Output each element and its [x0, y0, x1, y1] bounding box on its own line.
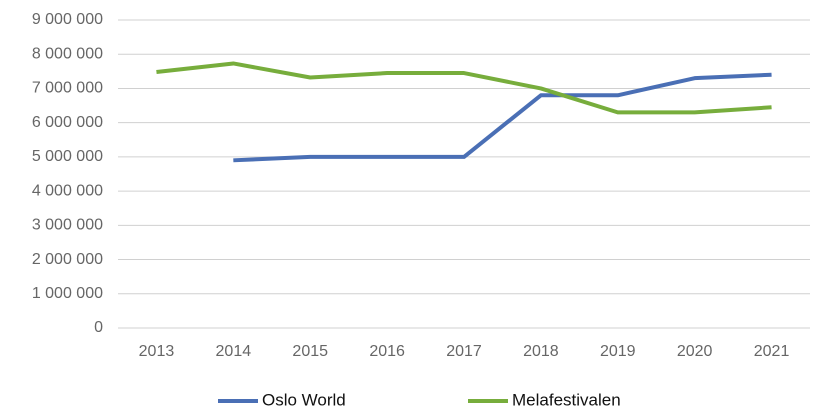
x-tick-label: 2020 [677, 343, 713, 360]
y-tick-label: 1 000 000 [32, 285, 103, 302]
x-tick-label: 2015 [292, 343, 328, 360]
y-tick-label: 0 [94, 319, 103, 336]
y-tick-label: 7 000 000 [32, 80, 103, 97]
x-tick-label: 2016 [369, 343, 405, 360]
x-tick-label: 2021 [754, 343, 790, 360]
legend-text: Oslo World [262, 390, 346, 409]
x-tick-label: 2019 [600, 343, 636, 360]
y-tick-label: 8 000 000 [32, 45, 103, 62]
x-tick-label: 2018 [523, 343, 559, 360]
legend-text: Melafestivalen [512, 390, 621, 409]
y-tick-label: 4 000 000 [32, 182, 103, 199]
y-tick-label: 2 000 000 [32, 251, 103, 268]
x-tick-label: 2013 [139, 343, 175, 360]
y-tick-label: 9 000 000 [32, 11, 103, 28]
y-tick-label: 3 000 000 [32, 217, 103, 234]
x-tick-label: 2014 [216, 343, 252, 360]
series-line [233, 72, 772, 163]
series-line [156, 61, 772, 115]
y-tick-label: 5 000 000 [32, 148, 103, 165]
x-tick-label: 2017 [446, 343, 482, 360]
y-tick-label: 6 000 000 [32, 114, 103, 131]
